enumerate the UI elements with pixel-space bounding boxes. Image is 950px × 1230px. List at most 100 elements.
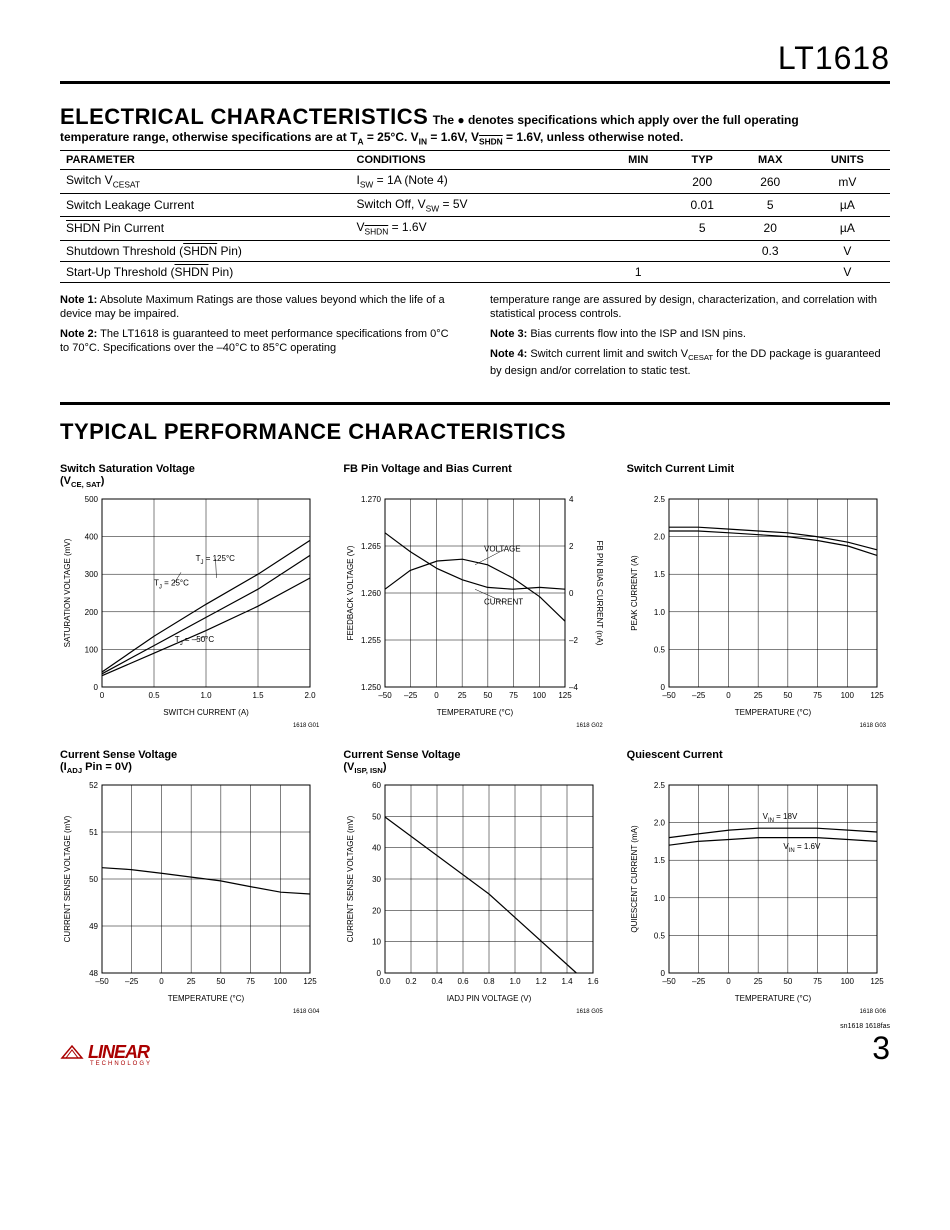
chart-code: 1618 G01 xyxy=(60,723,323,729)
ec-row: Start-Up Threshold (SHDN Pin)1V xyxy=(60,261,890,282)
svg-text:TJ = 125°C: TJ = 125°C xyxy=(196,554,236,566)
ec-col-header xyxy=(583,151,608,170)
svg-text:75: 75 xyxy=(509,691,518,700)
svg-text:–25: –25 xyxy=(692,691,706,700)
svg-text:VIN = 18V: VIN = 18V xyxy=(762,812,797,824)
svg-text:1.270: 1.270 xyxy=(361,495,382,504)
svg-text:100: 100 xyxy=(840,691,854,700)
page-number-block: sn1618 1618fas 3 xyxy=(840,1023,890,1067)
svg-text:4: 4 xyxy=(569,495,574,504)
svg-text:PEAK CURRENT (A): PEAK CURRENT (A) xyxy=(630,555,639,631)
svg-text:QUIESCENT CURRENT (mA): QUIESCENT CURRENT (mA) xyxy=(630,825,639,933)
chart-title: Current Sense Voltage(IADJ Pin = 0V) xyxy=(60,749,323,775)
svg-text:1.0: 1.0 xyxy=(654,894,666,903)
chart-code: 1618 G06 xyxy=(627,1009,890,1015)
svg-text:–25: –25 xyxy=(125,977,139,986)
note: temperature range are assured by design,… xyxy=(490,293,890,322)
svg-text:50: 50 xyxy=(783,977,792,986)
svg-text:100: 100 xyxy=(533,691,547,700)
svg-text:1.0: 1.0 xyxy=(200,691,212,700)
ec-row: SHDN Pin CurrentVSHDN = 1.6V520µA xyxy=(60,217,890,240)
svg-text:–50: –50 xyxy=(95,977,109,986)
svg-text:1.265: 1.265 xyxy=(361,542,382,551)
svg-text:TJ = –50°C: TJ = –50°C xyxy=(175,635,215,647)
svg-text:2.5: 2.5 xyxy=(654,781,666,790)
svg-text:IADJ PIN VOLTAGE (V): IADJ PIN VOLTAGE (V) xyxy=(447,994,532,1003)
svg-text:50: 50 xyxy=(89,875,98,884)
svg-text:0.0: 0.0 xyxy=(380,977,392,986)
note: Note 4: Switch current limit and switch … xyxy=(490,347,890,377)
svg-text:0: 0 xyxy=(660,969,665,978)
ec-col-header: MAX xyxy=(736,151,805,170)
svg-text:1.5: 1.5 xyxy=(252,691,264,700)
svg-text:0: 0 xyxy=(569,589,574,598)
svg-text:TEMPERATURE (°C): TEMPERATURE (°C) xyxy=(734,708,811,717)
chart: Quiescent Current–50–25025507510012500.5… xyxy=(627,749,890,1015)
svg-text:2: 2 xyxy=(569,542,574,551)
part-number: LT1618 xyxy=(60,40,890,77)
svg-text:1.5: 1.5 xyxy=(654,570,666,579)
doc-sn: sn1618 1618fas xyxy=(840,1023,890,1030)
logo-icon xyxy=(60,1044,84,1060)
svg-text:75: 75 xyxy=(246,977,255,986)
svg-text:0: 0 xyxy=(660,683,665,692)
chart-svg: 00.51.01.52.00100200300400500SWITCH CURR… xyxy=(60,491,320,721)
svg-text:–50: –50 xyxy=(379,691,393,700)
svg-text:0.5: 0.5 xyxy=(654,931,666,940)
svg-text:100: 100 xyxy=(85,645,99,654)
svg-text:50: 50 xyxy=(216,977,225,986)
svg-text:500: 500 xyxy=(85,495,99,504)
svg-text:0.8: 0.8 xyxy=(484,977,496,986)
svg-text:0: 0 xyxy=(94,683,99,692)
svg-text:125: 125 xyxy=(870,977,884,986)
footer: LINEAR TECHNOLOGY sn1618 1618fas 3 xyxy=(60,1023,890,1067)
chart-title: FB Pin Voltage and Bias Current xyxy=(343,463,606,489)
ec-row: Switch Leakage CurrentSwitch Off, VSW = … xyxy=(60,193,890,216)
svg-text:0: 0 xyxy=(100,691,105,700)
svg-text:–50: –50 xyxy=(662,691,676,700)
svg-text:0: 0 xyxy=(159,977,164,986)
svg-text:25: 25 xyxy=(458,691,467,700)
svg-text:0.2: 0.2 xyxy=(406,977,418,986)
svg-text:25: 25 xyxy=(753,691,762,700)
section-divider xyxy=(60,402,890,405)
ec-col-header: TYP xyxy=(669,151,736,170)
svg-text:–50: –50 xyxy=(662,977,676,986)
chart-svg: –50–25025507510012500.51.01.52.02.5TEMPE… xyxy=(627,491,887,721)
chart: Current Sense Voltage(VISP, ISN)0.00.20.… xyxy=(343,749,606,1015)
ec-heading: ELECTRICAL CHARACTERISTICS The ● denotes… xyxy=(60,104,890,130)
ec-row: Shutdown Threshold (SHDN Pin)0.3V xyxy=(60,240,890,261)
svg-text:CURRENT: CURRENT xyxy=(484,597,523,606)
svg-text:50: 50 xyxy=(484,691,493,700)
svg-text:VIN = 1.6V: VIN = 1.6V xyxy=(783,842,821,854)
svg-text:20: 20 xyxy=(372,906,381,915)
svg-text:TJ = 25°C: TJ = 25°C xyxy=(154,578,189,590)
logo-block: LINEAR TECHNOLOGY xyxy=(60,1042,152,1067)
chart-svg: –50–25025507510012500.51.01.52.02.5TEMPE… xyxy=(627,777,887,1007)
svg-text:CURRENT SENSE VOLTAGE (mV): CURRENT SENSE VOLTAGE (mV) xyxy=(63,815,72,942)
chart: Current Sense Voltage(IADJ Pin = 0V) –50 –… xyxy=(60,749,323,1015)
svg-text:125: 125 xyxy=(559,691,573,700)
chart-code: 1618 G05 xyxy=(343,1009,606,1015)
svg-text:75: 75 xyxy=(813,691,822,700)
svg-text:100: 100 xyxy=(274,977,288,986)
chart: Switch Saturation Voltage(VCE, SAT)00.51… xyxy=(60,463,323,729)
svg-text:1.2: 1.2 xyxy=(536,977,548,986)
ec-col-header: UNITS xyxy=(805,151,890,170)
ec-title: ELECTRICAL CHARACTERISTICS xyxy=(60,104,428,129)
svg-text:0: 0 xyxy=(435,691,440,700)
svg-text:51: 51 xyxy=(89,828,98,837)
svg-text:0.5: 0.5 xyxy=(148,691,160,700)
svg-text:2.0: 2.0 xyxy=(304,691,316,700)
ec-subtitle2: temperature range, otherwise specificati… xyxy=(60,130,890,146)
header-rule xyxy=(60,81,890,84)
svg-text:1.6: 1.6 xyxy=(588,977,600,986)
svg-text:400: 400 xyxy=(85,533,99,542)
svg-text:125: 125 xyxy=(870,691,884,700)
chart-title: Quiescent Current xyxy=(627,749,890,775)
svg-text:10: 10 xyxy=(372,938,381,947)
charts-grid: Switch Saturation Voltage(VCE, SAT)00.51… xyxy=(60,463,890,1015)
ec-sub-b: denotes specifications which apply over … xyxy=(465,113,799,127)
svg-text:CURRENT SENSE VOLTAGE (mV): CURRENT SENSE VOLTAGE (mV) xyxy=(346,815,355,942)
chart-title: Switch Current Limit xyxy=(627,463,890,489)
